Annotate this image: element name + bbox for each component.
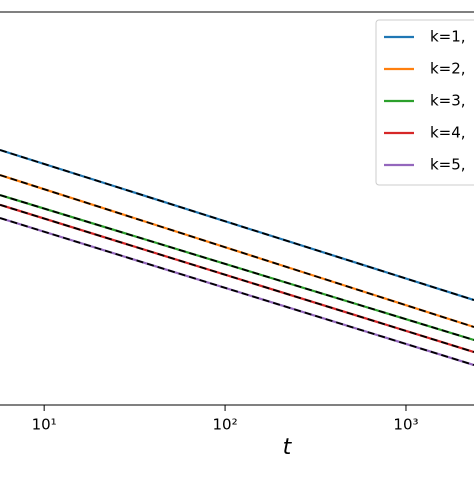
fit-line [0, 194, 474, 341]
legend-box [375, 19, 474, 186]
x-axis-label: t [283, 435, 293, 460]
x-tick-label: 10¹ [32, 416, 57, 434]
legend-label: k=1, [430, 28, 466, 46]
x-tick-label: 10³ [393, 416, 418, 434]
fit-line [0, 174, 474, 328]
legend-label: k=5, [430, 156, 466, 174]
legend-label: k=2, [430, 60, 466, 78]
x-tick-label: 10² [213, 416, 238, 434]
legend: k=1, k=2, k=3, k=4, k=5, [375, 19, 474, 186]
fit-line [0, 203, 474, 353]
legend-label: k=3, [430, 92, 466, 110]
fit-line [0, 149, 474, 301]
legend-label: k=4, [430, 124, 466, 142]
fit-line [0, 217, 474, 366]
